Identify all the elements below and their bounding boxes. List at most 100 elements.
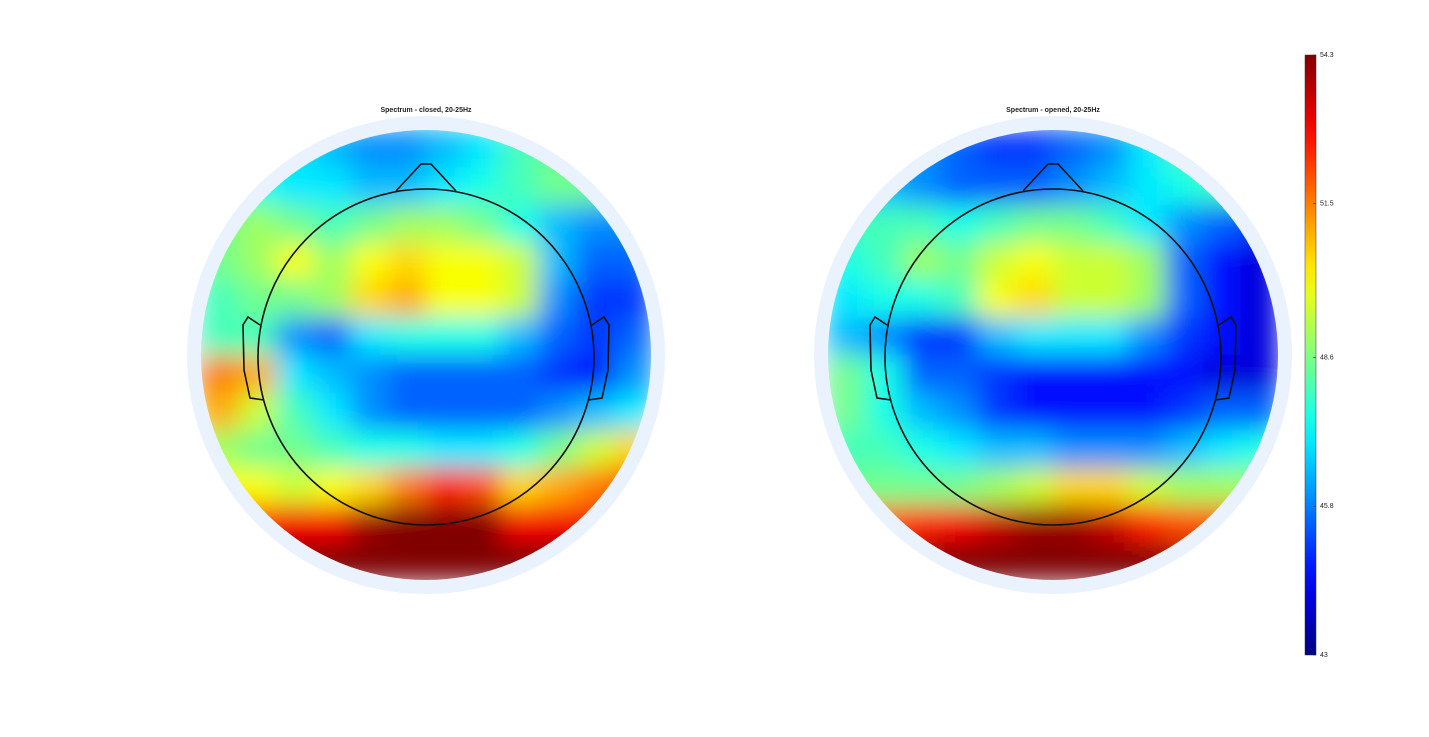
topo-cell (1090, 430, 1129, 468)
topo-cell (903, 242, 941, 281)
topo-cell (388, 130, 427, 168)
head (884, 188, 1222, 526)
plot-title: Spectrum - opened, 20-25Hz (1006, 107, 1100, 114)
topo-cell (238, 392, 277, 431)
topo-cell (1090, 317, 1129, 356)
topo-cell (828, 130, 866, 168)
head-outline (242, 163, 610, 526)
topo-cell (1240, 355, 1278, 393)
topo-cells (201, 130, 651, 580)
topo-cell (978, 467, 1016, 506)
topo-cell (940, 280, 979, 318)
topo-cell (501, 280, 539, 318)
topo-cell (1015, 205, 1054, 243)
topo-cell (903, 280, 941, 318)
topo-cell (828, 542, 866, 580)
topo-cell (576, 280, 614, 318)
topo-cell (1053, 167, 1091, 206)
topo-cell (1240, 130, 1278, 168)
topo-cell (940, 430, 979, 468)
topo-cell (828, 167, 866, 206)
topo-cell (865, 392, 904, 431)
topo-cells (828, 130, 1278, 580)
topo-cell (1053, 467, 1091, 506)
topo-cell (1015, 242, 1054, 281)
topo-cell (463, 167, 502, 206)
topo-cell (613, 542, 651, 580)
topo-cell (276, 467, 314, 506)
topo-cell (463, 205, 502, 243)
topo-cell (538, 280, 577, 318)
topo-cell (426, 317, 464, 356)
topo-cell (576, 430, 614, 468)
plot-title: Spectrum - closed, 20-25Hz (380, 107, 472, 114)
topo-cell (201, 317, 239, 356)
topo-cell (978, 280, 1016, 318)
topo-cell (1203, 430, 1241, 468)
topo-cell (1053, 392, 1091, 431)
topo-cell (276, 392, 314, 431)
topo-cell (463, 392, 502, 431)
colorbar-tick-label: 48.6 (1320, 354, 1334, 361)
topo-cell (501, 317, 539, 356)
topo-cell (313, 392, 352, 431)
topo-cell (501, 242, 539, 281)
topo-cell (201, 130, 239, 168)
topo-cell (351, 317, 389, 356)
topo-cell (940, 505, 979, 543)
topo-cell (1015, 467, 1054, 506)
topo-cell (1240, 317, 1278, 356)
topo-cell (501, 430, 539, 468)
colorbar-tick-label: 54.3 (1320, 52, 1334, 59)
topo-cell (1165, 242, 1204, 281)
topo-cell (501, 505, 539, 543)
topo-cell (238, 430, 277, 468)
topo-cell (463, 317, 502, 356)
topo-cell (388, 317, 427, 356)
topo-cell (1053, 355, 1091, 393)
nose (1022, 163, 1084, 192)
topo-cell (313, 430, 352, 468)
topo-cell (1053, 280, 1091, 318)
topo-cell (613, 167, 651, 206)
topo-cell (388, 467, 427, 506)
topo-cell (276, 355, 314, 393)
topo-cell (388, 205, 427, 243)
topo-map (201, 130, 651, 580)
topo-cell (313, 205, 352, 243)
topo-cell (1090, 280, 1129, 318)
colorbar (1304, 54, 1317, 656)
topo-cell (978, 317, 1016, 356)
topo-cell (940, 205, 979, 243)
colorbar-tick-label: 51.5 (1320, 201, 1334, 208)
topo-cell (388, 392, 427, 431)
topo-cell (313, 167, 352, 206)
topo-cell (1128, 355, 1166, 393)
topo-cell (351, 392, 389, 431)
topo-cell (1240, 505, 1278, 543)
topo-cell (1090, 392, 1129, 431)
topo-cell (865, 130, 904, 168)
head (257, 188, 595, 526)
topo-cell (538, 355, 577, 393)
topo-cell (538, 467, 577, 506)
topo-cell (388, 430, 427, 468)
topo-cell (201, 355, 239, 393)
colorbar-tick-label: 45.8 (1320, 503, 1334, 510)
topo-cell (426, 542, 464, 580)
topo-cell (1090, 505, 1129, 543)
topo-cell (828, 505, 866, 543)
topo-cell (426, 392, 464, 431)
topo-cell (313, 317, 352, 356)
topo-cell (978, 430, 1016, 468)
topo-cell (1128, 317, 1166, 356)
topo-cell (463, 280, 502, 318)
topo-cell (1090, 205, 1129, 243)
topo-cell (276, 317, 314, 356)
topo-cell (388, 355, 427, 393)
topo-cell (1165, 355, 1204, 393)
topo-cell (501, 167, 539, 206)
topo-cell (1053, 130, 1091, 168)
topo-cell (426, 430, 464, 468)
topo-cell (388, 280, 427, 318)
